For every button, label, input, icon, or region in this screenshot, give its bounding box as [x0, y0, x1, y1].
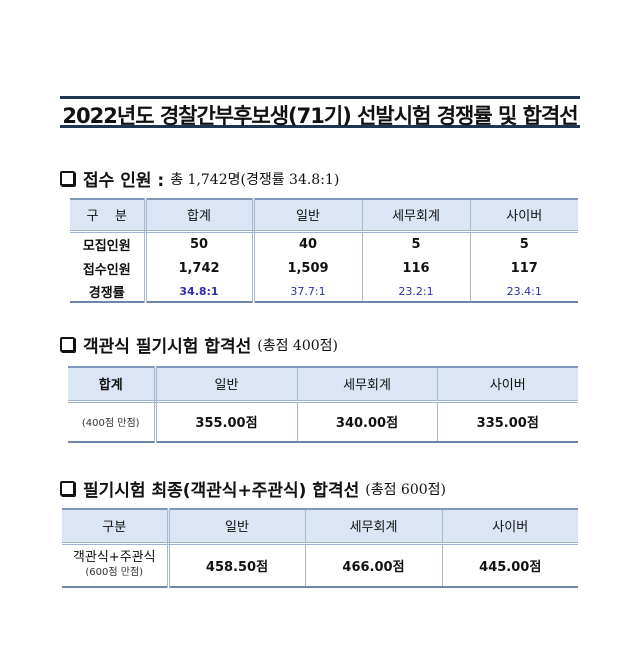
table-cell: 117 [469, 256, 578, 281]
table-header-row: 구분 일반 세무회계 사이버 [62, 508, 578, 545]
table-row: 접수인원 1,742 1,509 116 117 [70, 256, 578, 281]
table-cell: 466.00점 [304, 543, 442, 588]
table-cell: 445.00점 [441, 543, 578, 588]
table-cell: 40 [252, 231, 362, 256]
table-cell: 일반 [167, 508, 305, 545]
table-cell: 340.00점 [296, 401, 437, 443]
table-cell: 37.7:1 [252, 281, 362, 303]
table-cell: 세무회계 [361, 198, 470, 233]
table-cell: 335.00점 [436, 401, 578, 443]
section-final-heading: 필기시험 최종(객관식+주관식) 합격선 (총점 600점) [60, 476, 446, 501]
page-title: 2022년도 경찰간부후보생(71기) 선발시험 경쟁률 및 합격선 [62, 104, 578, 128]
objective-cutoff-table: 합계 일반 세무회계 사이버 (400점 만점) 355.00점 340.00점… [68, 366, 578, 443]
applicants-table: 구 분 합계 일반 세무회계 사이버 모집인원 50 40 5 5 접수인원 1… [70, 198, 578, 303]
table-cell: 1,509 [252, 256, 362, 281]
table-cell: 합계 [144, 198, 255, 233]
table-cell: (400점 만점) [68, 401, 157, 443]
table-cell: 50 [144, 231, 255, 256]
table-cell: 모집인원 [70, 231, 147, 256]
section-applicants-heading: 접수 인원 : 총 1,742명(경쟁률 34.8:1) [60, 166, 339, 191]
title-banner: 2022년도 경찰간부후보생(71기) 선발시험 경쟁률 및 합격선 [60, 96, 580, 128]
table-cell: 접수인원 [70, 256, 147, 281]
table-cell: 객관식+주관식 (600점 만점) [62, 543, 170, 588]
table-cell: 사이버 [436, 366, 578, 403]
table-cell: 5 [469, 231, 578, 256]
table-cell: 경쟁률 [70, 281, 147, 303]
square-bullet-icon [60, 337, 75, 352]
table-cell: 구분 [62, 508, 170, 545]
square-bullet-icon [60, 171, 75, 186]
table-header-row: 합계 일반 세무회계 사이버 [68, 366, 578, 403]
table-cell: 세무회계 [304, 508, 442, 545]
table-row: 모집인원 50 40 5 5 [70, 231, 578, 256]
table-cell: 사이버 [441, 508, 578, 545]
table-row: 경쟁률 34.8:1 37.7:1 23.2:1 23.4:1 [70, 281, 578, 303]
table-cell: 116 [361, 256, 470, 281]
table-cell: 23.4:1 [469, 281, 578, 303]
table-cell: 458.50점 [167, 543, 305, 588]
row-label: 객관식+주관식 [72, 550, 156, 566]
table-cell: 세무회계 [296, 366, 437, 403]
table-row: (400점 만점) 355.00점 340.00점 335.00점 [68, 401, 578, 443]
table-cell: 일반 [154, 366, 297, 403]
table-cell: 355.00점 [154, 401, 297, 443]
table-cell: 34.8:1 [144, 281, 255, 303]
final-cutoff-table: 구분 일반 세무회계 사이버 객관식+주관식 (600점 만점) 458.50점… [62, 508, 578, 588]
table-header-row: 구 분 합계 일반 세무회계 사이버 [70, 198, 578, 233]
table-cell: 23.2:1 [361, 281, 470, 303]
section-objective-heading: 객관식 필기시험 합격선 (총점 400점) [60, 332, 338, 357]
table-cell: 5 [361, 231, 470, 256]
table-cell: 구 분 [70, 198, 147, 233]
table-cell: 1,742 [144, 256, 255, 281]
square-bullet-icon [60, 481, 75, 496]
table-cell: 일반 [252, 198, 362, 233]
table-row: 객관식+주관식 (600점 만점) 458.50점 466.00점 445.00… [62, 543, 578, 588]
table-cell: 합계 [68, 366, 157, 403]
table-cell: 사이버 [469, 198, 578, 233]
row-label-sub: (600점 만점) [85, 567, 144, 579]
